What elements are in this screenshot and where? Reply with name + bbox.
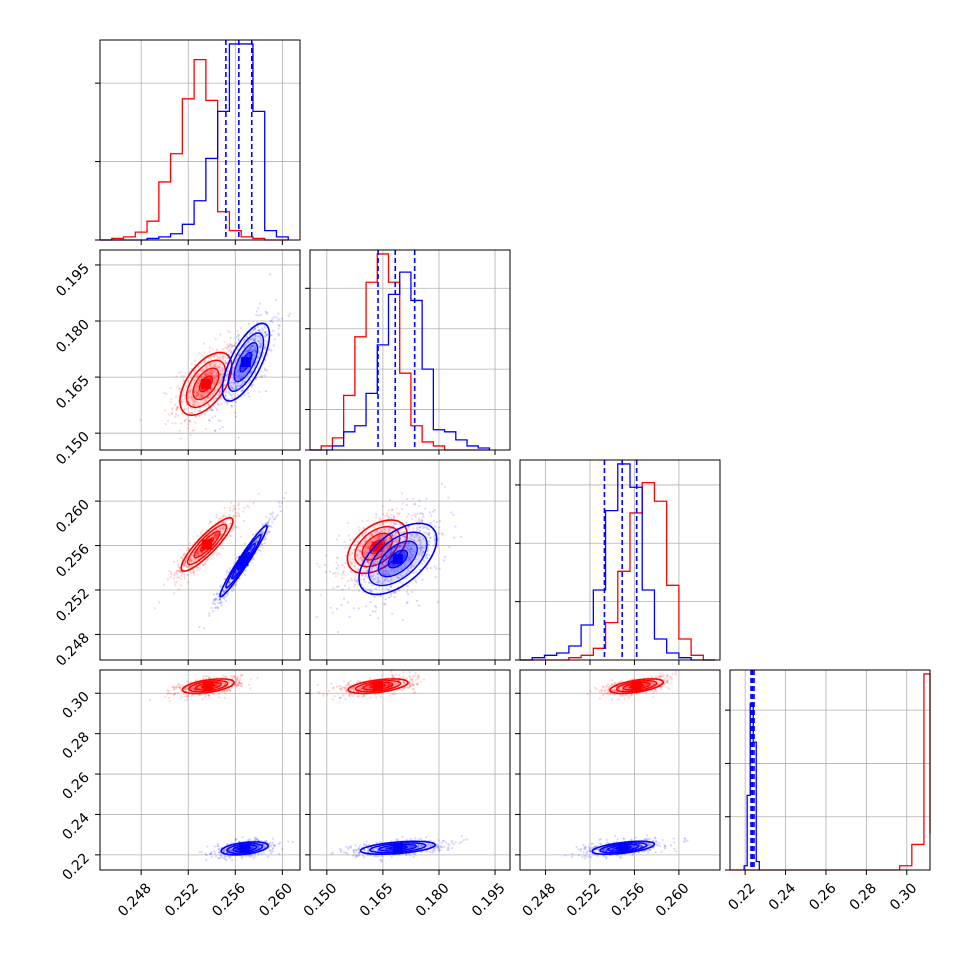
scatter-2-0-contents: [154, 492, 287, 630]
scatter-2-0-blue-peak: [239, 556, 249, 566]
y-tick-label-3-3: 0.28: [59, 729, 92, 762]
scatter-3-2-frame: [520, 670, 720, 870]
hist-2-frame: [520, 460, 720, 660]
y-tick-label-3-1: 0.24: [59, 810, 92, 843]
hist-2-blue-steps: [520, 464, 716, 660]
hist-3-red-steps: [730, 674, 930, 870]
hist-3-frame: [730, 670, 930, 870]
y-tick-label-1-3: 0.195: [53, 260, 93, 300]
scatter-1-0-contents: [139, 273, 291, 470]
hist-0-frame: [100, 40, 300, 240]
x-tick-label-3-3: 0.28: [847, 880, 880, 913]
scatter-2-1-contents: [316, 483, 463, 633]
x-tick-label-2-3: 0.260: [653, 880, 693, 920]
scatter-3-1-frame: [310, 670, 510, 870]
x-tick-label-0-3: 0.260: [256, 880, 296, 920]
y-tick-label-3-4: 0.30: [59, 689, 92, 722]
y-tick-label-1-0: 0.150: [53, 429, 93, 469]
x-tick-label-3-2: 0.26: [806, 880, 839, 913]
scatter-3-0-blue-peak: [240, 843, 250, 853]
y-tick-label-2-3: 0.260: [53, 497, 93, 537]
scatter-1-0-red-peak: [201, 379, 211, 389]
x-tick-label-2-2: 0.256: [608, 880, 648, 920]
hist-1-frame: [310, 250, 510, 450]
x-tick-label-2-0: 0.248: [520, 880, 560, 920]
y-tick-label-3-0: 0.22: [59, 850, 92, 883]
scatter-3-1-blue-peak: [393, 843, 403, 853]
scatter-3-2-red-peak: [632, 681, 642, 691]
y-tick-label-1-1: 0.165: [53, 373, 93, 413]
scatter-3-0-red-peak: [203, 681, 213, 691]
y-tick-label-3-2: 0.26: [59, 769, 92, 802]
x-tick-label-0-0: 0.248: [115, 880, 155, 920]
scatter-3-2-contents: [564, 671, 688, 859]
scatter-2-0-red-peak: [202, 539, 212, 549]
x-tick-label-3-4: 0.30: [887, 880, 920, 913]
x-tick-label-1-0: 0.150: [301, 880, 341, 920]
scatter-3-0-frame: [100, 670, 300, 870]
x-tick-label-1-1: 0.165: [357, 880, 397, 920]
scatter-3-1-contents: [317, 670, 469, 862]
x-tick-label-0-1: 0.252: [162, 880, 202, 920]
x-tick-label-1-3: 0.195: [469, 880, 509, 920]
scatter-3-0-contents: [149, 674, 294, 861]
y-tick-label-2-2: 0.256: [53, 541, 93, 581]
x-tick-label-1-2: 0.180: [413, 880, 453, 920]
scatter-2-1-blue-peak: [393, 554, 403, 564]
y-tick-label-2-1: 0.252: [53, 586, 93, 626]
scatter-3-2-blue-peak: [618, 843, 628, 853]
x-tick-label-3-1: 0.24: [766, 880, 799, 913]
x-tick-label-3-0: 0.22: [725, 880, 758, 913]
scatter-3-1-red-peak: [373, 681, 383, 691]
y-tick-label-2-0: 0.248: [53, 630, 93, 670]
y-tick-label-1-2: 0.180: [53, 317, 93, 357]
x-tick-label-2-1: 0.252: [564, 880, 604, 920]
x-tick-label-0-2: 0.256: [209, 880, 249, 920]
scatter-1-0-blue-peak: [241, 357, 251, 367]
